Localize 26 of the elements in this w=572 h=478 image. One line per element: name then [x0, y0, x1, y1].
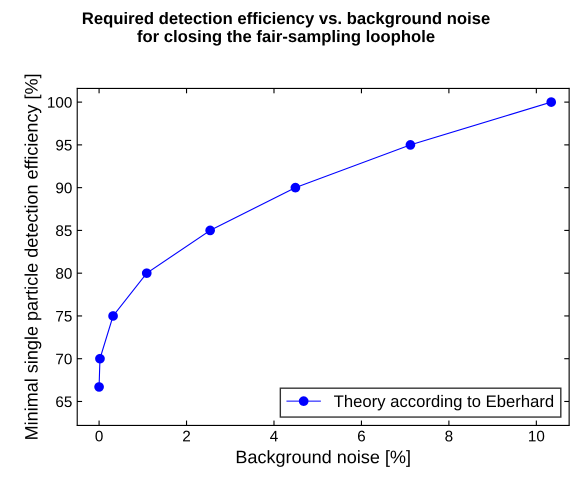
y-tick-label: 75 [56, 310, 72, 322]
point [142, 268, 152, 278]
y-tick-label: 65 [56, 396, 72, 408]
point [290, 182, 300, 193]
point [546, 97, 556, 107]
point [95, 354, 105, 364]
x-tick-label: 10 [529, 430, 544, 442]
y-tick-label: 85 [56, 225, 72, 236]
x-tick-label: 6 [358, 430, 366, 442]
x-tick-label: 4 [270, 430, 278, 442]
y-tick-label: 90 [56, 182, 72, 194]
point [205, 226, 216, 236]
point [108, 311, 118, 321]
y-tick-label: 80 [56, 268, 72, 279]
y-axis-title: Minimal single particle detection efficiency [%] [24, 74, 42, 439]
x-axis-title: Background noise [%] [236, 450, 410, 467]
y-tick-label: 95 [56, 140, 72, 151]
x-tick-label: 8 [445, 430, 452, 442]
point [94, 382, 104, 392]
x-tick-label: 0 [95, 430, 103, 442]
x-tick-label: 2 [183, 430, 190, 442]
y-tick-label: 70 [56, 354, 72, 364]
chart-title: Required detection efficiency vs. background noise for closing the fair-sampling loophole [82, 12, 490, 46]
point [406, 140, 416, 150]
y-tick-label: 100 [48, 96, 72, 108]
legend-label: Theory according to Eberhard [334, 394, 554, 410]
